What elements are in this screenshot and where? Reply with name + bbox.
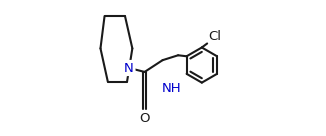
Text: N: N — [124, 61, 134, 75]
Text: NH: NH — [162, 82, 182, 95]
Text: Cl: Cl — [208, 30, 221, 43]
Text: O: O — [139, 112, 150, 126]
